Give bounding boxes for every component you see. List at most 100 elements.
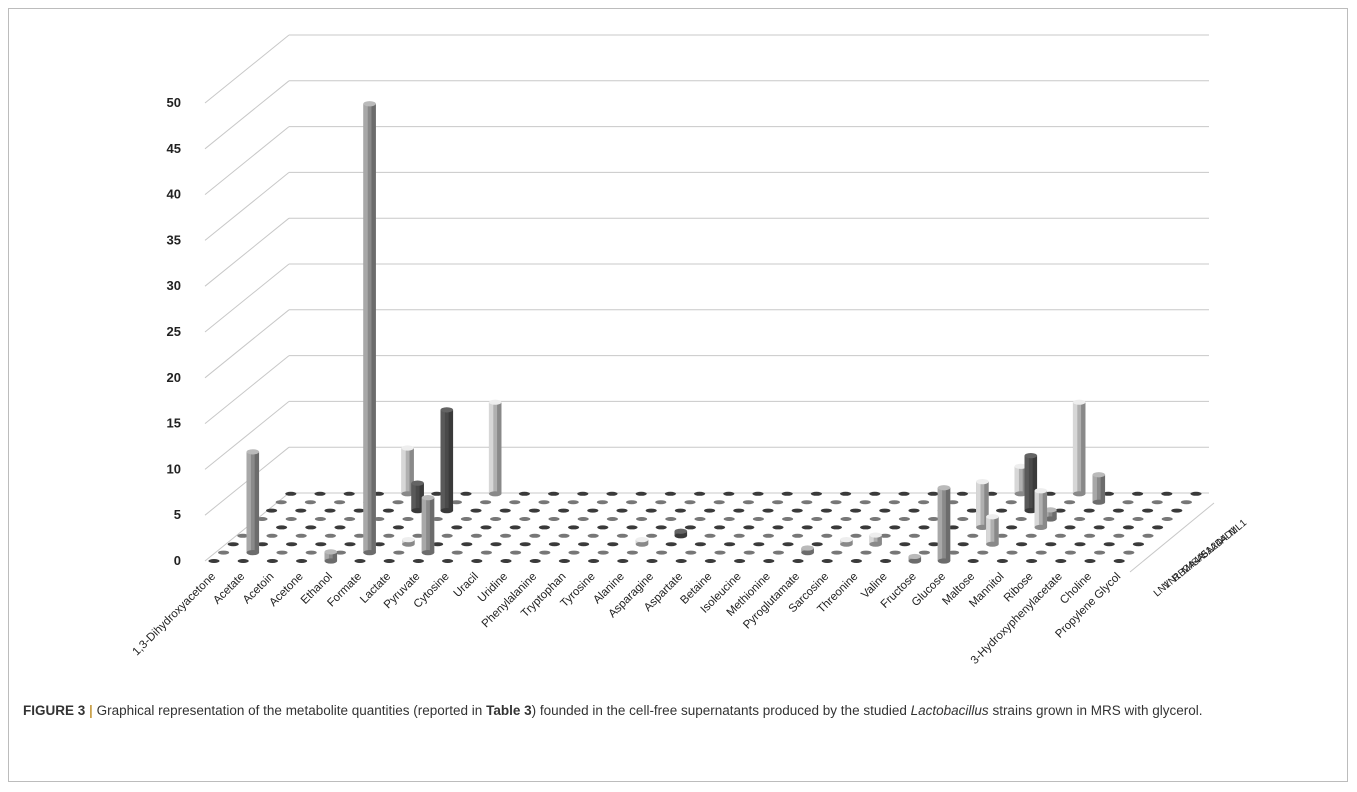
floor-marker-7-31 (1180, 500, 1192, 505)
floor-marker-4-29 (1093, 525, 1105, 530)
caption-table-ref: Table 3 (486, 703, 532, 718)
floor-marker-4-23 (918, 525, 930, 530)
bar-part (411, 480, 424, 486)
floor-marker-2-10 (519, 542, 531, 547)
floor-marker-2-23 (899, 542, 911, 547)
floor-marker-3-2 (295, 533, 307, 538)
bar-part (643, 539, 649, 545)
floor-marker-5-5 (402, 517, 414, 521)
floor-marker-3-23 (908, 533, 921, 538)
floor-marker-1-11 (539, 550, 551, 555)
bar-MA4A-Asparagine (674, 528, 688, 539)
floor-marker-1-14 (626, 550, 639, 555)
bar-ML1-Ethanol (401, 445, 414, 497)
floor-marker-0-18 (734, 559, 746, 563)
floor-marker-7-30 (1151, 500, 1163, 505)
floor-marker-7-21 (888, 500, 901, 505)
floor-marker-6-11 (587, 508, 599, 513)
bar-AD4-Lactate (440, 407, 454, 514)
bar-part (246, 449, 260, 455)
bar-part (1052, 509, 1057, 519)
y-tick-label-7: 35 (167, 232, 181, 247)
floor-marker-7-20 (859, 500, 871, 505)
bar-part (1092, 499, 1106, 505)
floor-marker-0-0 (208, 559, 220, 563)
bar-part (1034, 490, 1039, 528)
floor-marker-4-14 (655, 525, 667, 530)
floor-marker-0-10 (500, 559, 512, 563)
floor-marker-0-26 (967, 559, 979, 563)
caption-text-2: ) founded in the cell-free supernatants … (531, 703, 907, 718)
floor-marker-6-29 (1112, 508, 1124, 513)
floor-marker-4-30 (1122, 525, 1134, 530)
floor-marker-4-2 (305, 525, 317, 530)
gridline-side-8 (204, 126, 290, 195)
floor-marker-4-10 (538, 525, 551, 530)
floor-marker-4-20 (830, 525, 843, 530)
bar-part (332, 551, 338, 561)
bar-part (440, 409, 445, 511)
floor-marker-8-8 (518, 491, 530, 496)
floor-marker-2-12 (578, 542, 590, 547)
bar-part (363, 103, 368, 553)
floor-marker-3-12 (587, 533, 599, 538)
floor-marker-2-16 (694, 542, 707, 547)
bar-part (869, 532, 882, 538)
floor-marker-3-19 (792, 533, 804, 538)
bar-part (246, 451, 251, 553)
bar-part (986, 541, 999, 547)
bar-part (937, 485, 951, 491)
gridline-side-6 (204, 217, 290, 287)
bar-part (324, 551, 329, 561)
floor-marker-7-13 (655, 500, 667, 505)
floor-marker-4-22 (889, 525, 901, 530)
floor-marker-4-12 (597, 525, 609, 530)
floor-marker-0-7 (412, 559, 424, 563)
bar-part (402, 537, 415, 543)
floor-marker-0-31 (1113, 559, 1125, 563)
floor-marker-0-16 (675, 559, 687, 563)
floor-marker-0-28 (1026, 559, 1038, 563)
bar-part (908, 553, 922, 560)
bar-part (1092, 472, 1106, 478)
floor-marker-1-26 (977, 550, 989, 555)
floor-marker-1-4 (334, 550, 346, 555)
floor-marker-3-16 (704, 533, 716, 538)
bar-SA24-Mannitol (1044, 507, 1057, 522)
floor-marker-6-7 (470, 508, 482, 513)
floor-marker-3-0 (237, 533, 249, 538)
floor-marker-1-2 (276, 550, 288, 555)
floor-marker-5-9 (519, 517, 531, 521)
bar-RB24-Alanine (635, 537, 649, 547)
bar-part (635, 537, 649, 543)
bar-part (488, 402, 494, 494)
bar-RB24-Sarcosine (840, 537, 853, 547)
x-label-0: 1,3-Dihydroxyacetone (131, 571, 219, 659)
bar-part (984, 481, 989, 528)
floor-marker-0-6 (383, 559, 395, 563)
bar-AD1-Ribose (1092, 472, 1106, 505)
floor-marker-8-1 (314, 491, 326, 496)
bar-part (1024, 453, 1038, 459)
floor-marker-8-26 (1044, 491, 1056, 496)
floor-marker-2-29 (1074, 542, 1086, 547)
bar-part (976, 479, 989, 485)
floor-marker-3-9 (500, 533, 512, 538)
bar-part (429, 497, 435, 553)
floor-marker-6-31 (1171, 508, 1183, 513)
bar-part (421, 497, 427, 553)
floor-marker-8-9 (548, 491, 560, 496)
bar-part (246, 550, 260, 556)
bar-part (363, 550, 376, 556)
floor-marker-6-12 (616, 508, 628, 513)
floor-marker-3-1 (266, 533, 278, 538)
bar-part (411, 508, 424, 514)
bar-part (1044, 507, 1057, 513)
floor-marker-2-5 (373, 542, 385, 547)
floor-marker-7-15 (713, 500, 725, 505)
floor-marker-1-27 (1006, 550, 1018, 555)
caption-separator: | (89, 703, 93, 718)
floor-marker-0-17 (704, 559, 717, 563)
floor-marker-8-5 (431, 491, 443, 496)
floor-marker-6-10 (558, 508, 570, 513)
